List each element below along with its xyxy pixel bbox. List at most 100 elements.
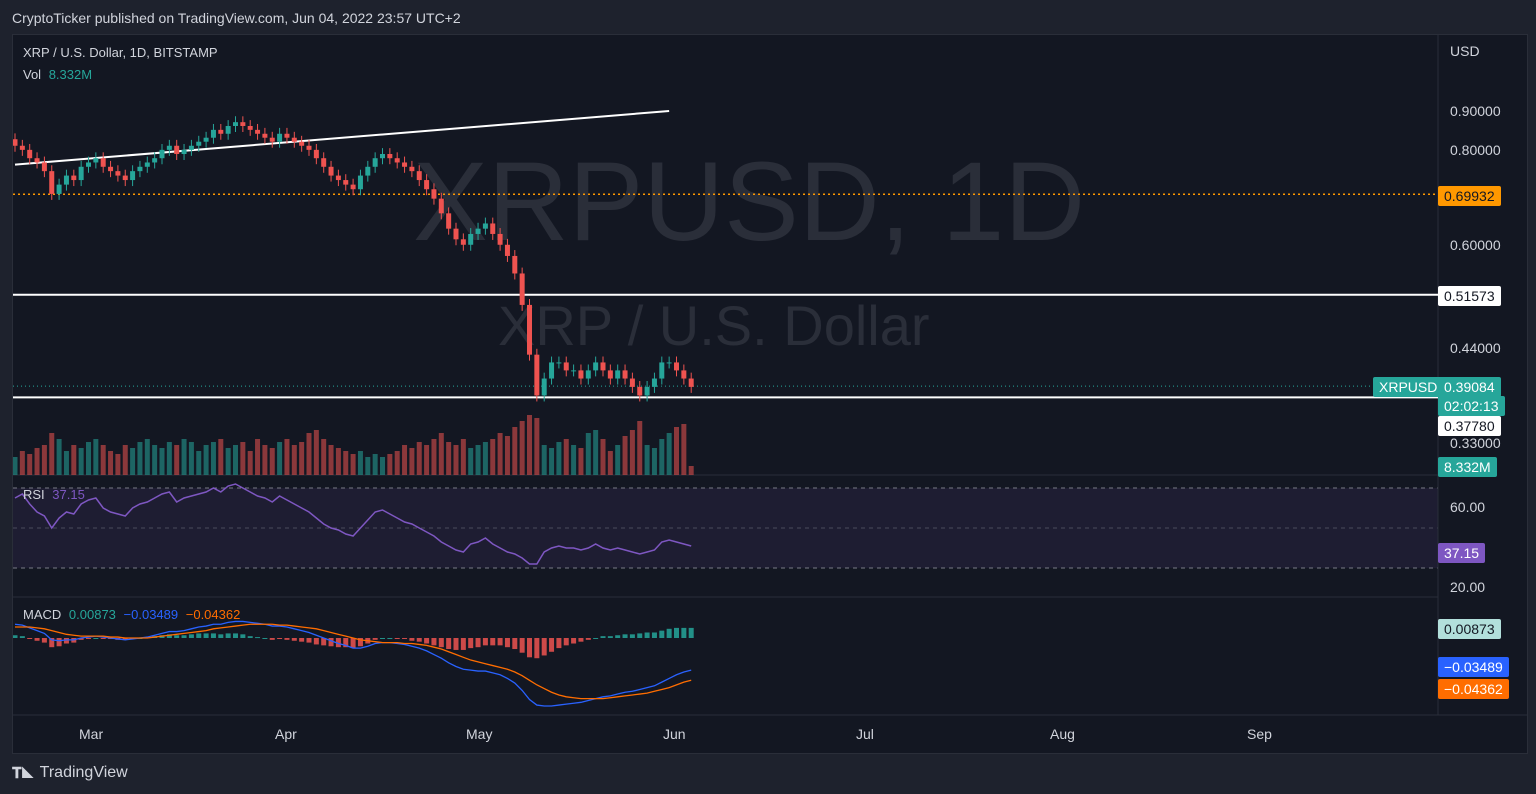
macd-histogram-bar xyxy=(571,638,577,644)
volume-bar xyxy=(497,433,503,475)
volume-bar xyxy=(468,448,474,475)
price-tick: 0.90000 xyxy=(1450,103,1501,119)
candle-body xyxy=(343,180,349,185)
candle-body xyxy=(19,145,25,150)
watermark-name: XRP / U.S. Dollar xyxy=(498,294,930,357)
candle-body xyxy=(152,158,158,163)
macd-histogram-bar xyxy=(380,638,385,639)
candle-body xyxy=(681,370,687,379)
volume-bar xyxy=(607,451,613,475)
tradingview-logo-icon[interactable]: 𝐓◣ xyxy=(12,764,34,782)
macd-histogram-bar xyxy=(637,633,643,638)
volume-bar xyxy=(196,451,202,475)
candle-body xyxy=(490,223,496,234)
volume-bar xyxy=(519,421,525,475)
volume-bar xyxy=(372,454,378,475)
candle-body xyxy=(218,129,224,134)
price-chart[interactable]: XRPUSD, 1D XRP / U.S. Dollar xyxy=(13,35,1527,753)
volume-bar xyxy=(600,439,606,475)
volume-bar xyxy=(13,457,18,475)
candle-body xyxy=(262,133,268,138)
volume-bar xyxy=(144,439,150,475)
volume-bar xyxy=(416,442,422,475)
time-label: Aug xyxy=(1050,726,1075,742)
candle-body xyxy=(137,166,143,172)
volume-bar xyxy=(512,427,518,475)
volume-bar xyxy=(284,439,290,475)
last-price-badge: 0.39084 xyxy=(1438,377,1501,397)
macd-histogram-bar xyxy=(262,638,268,639)
time-label: Sep xyxy=(1247,726,1272,742)
volume-bar xyxy=(571,445,577,475)
volume-bar xyxy=(424,445,430,475)
macd-histogram-bar xyxy=(41,638,47,643)
macd-histogram-bar xyxy=(534,638,540,659)
candle-body xyxy=(468,233,474,245)
macd-histogram-bar xyxy=(240,634,246,638)
macd-hist-badge: 0.00873 xyxy=(1438,619,1501,639)
volume-bar xyxy=(350,454,356,475)
volume-bar xyxy=(629,430,635,475)
candle-body xyxy=(453,228,459,240)
macd-histogram-bar xyxy=(453,638,459,650)
chart-frame[interactable]: XRPUSD, 1D XRP / U.S. Dollar XRP / U.S. D… xyxy=(12,34,1528,754)
volume-bar xyxy=(174,445,180,475)
macd-histogram-bar xyxy=(549,638,555,652)
candle-body xyxy=(130,171,136,181)
signal-line xyxy=(15,623,692,700)
macd-label: MACD xyxy=(23,607,62,622)
symbol-title: XRP / U.S. Dollar, 1D, BITSTAMP xyxy=(23,45,218,60)
candle-body xyxy=(78,166,84,181)
volume-bar xyxy=(409,448,415,475)
volume-bar xyxy=(644,445,650,475)
volume-bar xyxy=(541,445,547,475)
volume-bar xyxy=(534,418,540,475)
candle-body xyxy=(203,137,209,142)
macd-histogram-bar xyxy=(174,635,180,638)
macd-histogram-bar xyxy=(313,638,319,645)
macd-line-badge: −0.03489 xyxy=(1438,657,1509,677)
candle-body xyxy=(446,213,452,229)
macd-histogram-bar xyxy=(556,638,562,649)
volume-bar xyxy=(482,442,488,475)
candle-body xyxy=(122,175,128,181)
macd-histogram-bar xyxy=(527,638,532,658)
candle-body xyxy=(328,166,334,176)
volume-bar xyxy=(666,433,672,475)
price-tick: 0.33000 xyxy=(1450,435,1501,451)
upper-level-badge: 0.51573 xyxy=(1438,286,1501,306)
price-tick: 0.60000 xyxy=(1450,237,1501,253)
volume-bar xyxy=(622,436,628,475)
macd-histogram-bar xyxy=(629,634,635,638)
macd-histogram-bar xyxy=(394,638,400,639)
volume-bar xyxy=(446,442,452,475)
macd-histogram-bar xyxy=(100,638,106,639)
candle-body xyxy=(512,255,518,274)
macd-histogram-bar xyxy=(387,638,393,639)
candle-body xyxy=(615,370,621,379)
candle-body xyxy=(63,175,69,185)
brand-name[interactable]: TradingView xyxy=(39,764,128,781)
candle-body xyxy=(13,139,18,146)
candle-body xyxy=(534,354,540,396)
candle-body xyxy=(563,362,569,371)
candle-body xyxy=(674,362,679,371)
macd-histogram-bar xyxy=(681,627,687,638)
macd-histogram-bar xyxy=(519,638,525,653)
candle-body xyxy=(56,184,62,194)
volume-bar xyxy=(130,448,136,475)
macd-histogram-bar xyxy=(306,638,312,643)
candle-body xyxy=(247,125,253,130)
volume-bar xyxy=(93,439,99,475)
volume-bar xyxy=(387,454,393,475)
volume-bar xyxy=(357,451,363,475)
volume-bar xyxy=(651,448,657,475)
macd-histogram-bar xyxy=(585,638,591,640)
volume-bar xyxy=(674,427,679,475)
macd-histogram-bar xyxy=(460,638,466,650)
macd-histogram-bar xyxy=(497,638,503,646)
candle-body xyxy=(313,149,319,159)
macd-histogram-bar xyxy=(56,638,62,647)
time-label: Apr xyxy=(275,726,297,742)
volume-bar xyxy=(108,451,114,475)
